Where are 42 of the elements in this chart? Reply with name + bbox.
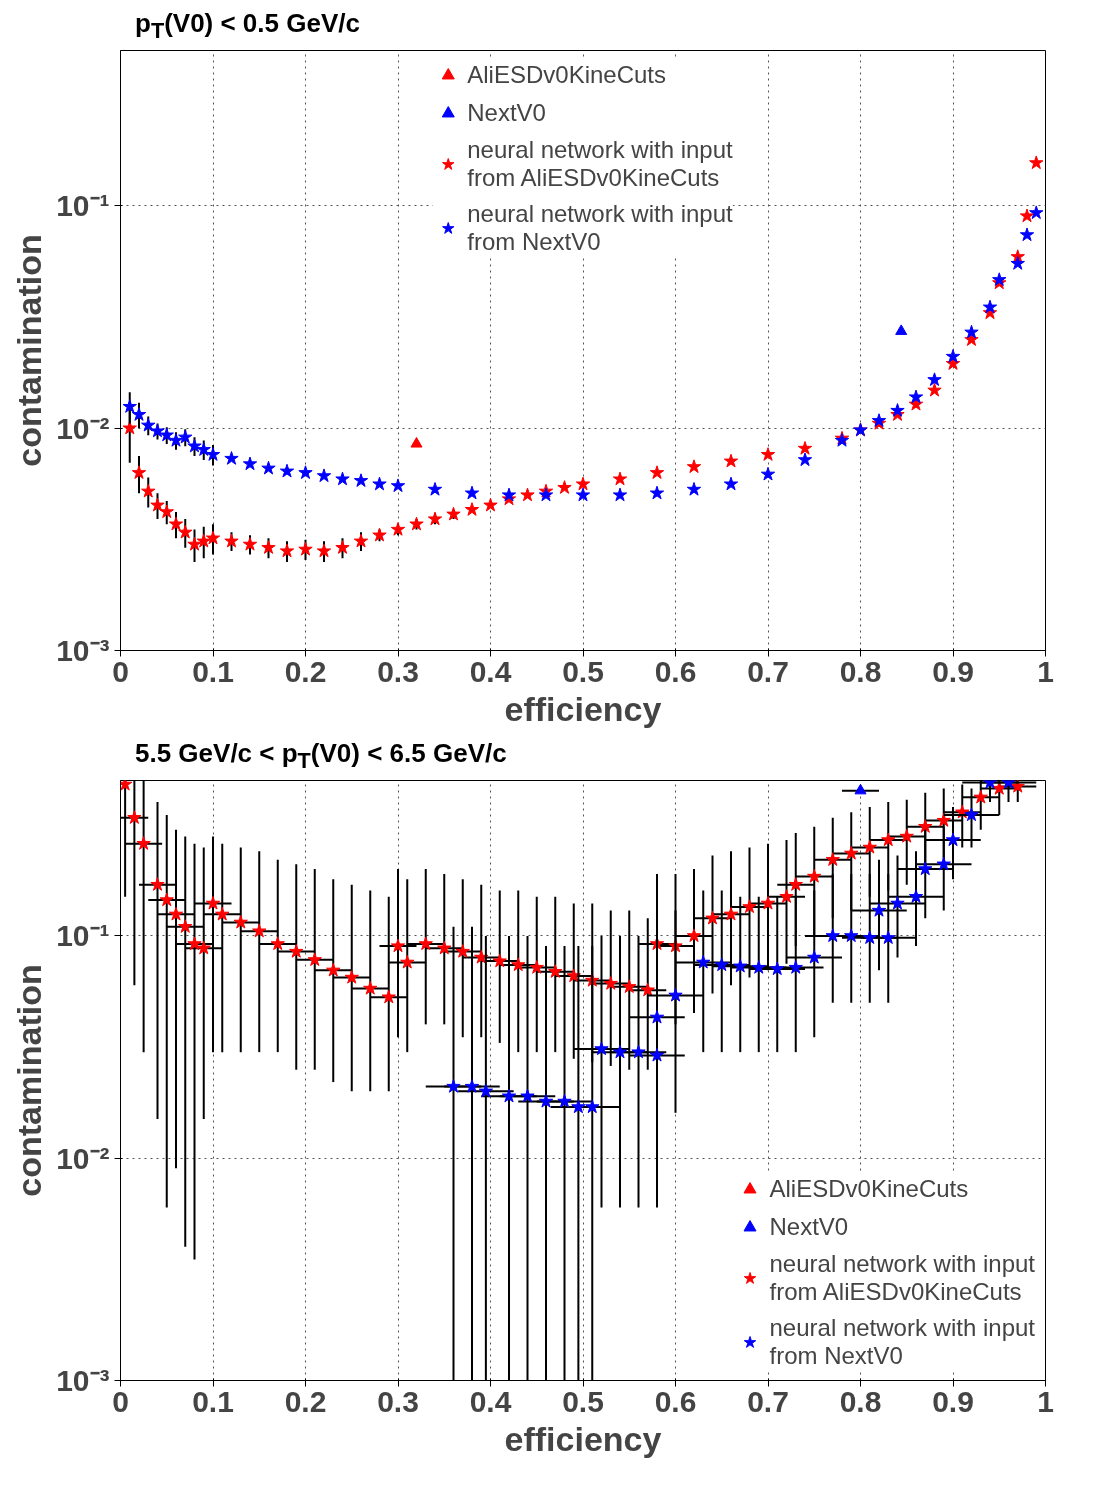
x-tick-label: 0.4 (469, 1384, 512, 1418)
chart-title: 5.5 GeV/c < p$_{T}$(V0) < 6.5 GeV/c (135, 737, 507, 776)
x-tick-label: 0.9 (932, 1384, 974, 1418)
y-axis-title: contamination (10, 234, 49, 467)
x-tick-label: 0.5 (562, 654, 604, 688)
legend-label: neural network with input from NextV0 (467, 200, 733, 256)
x-tick-label: 0.6 (654, 1384, 697, 1418)
y-tick-label: 10⁻¹ (56, 919, 110, 953)
legend-label: NextV0 (467, 99, 546, 127)
y-tick-label: 10⁻² (56, 1141, 110, 1175)
x-tick-label: 1 (1037, 1384, 1054, 1418)
x-tick-label: 1 (1037, 654, 1054, 688)
chart-title: p$_{T}$(V0) < 0.5 GeV/c (135, 7, 360, 46)
x-tick-label: 0 (112, 654, 129, 688)
legend-label: neural network with input from NextV0 (769, 1314, 1035, 1370)
x-tick-label: 0.4 (469, 654, 512, 688)
y-tick-label: 10⁻³ (56, 634, 110, 667)
x-axis-title: efficiency (504, 689, 662, 728)
legend-label: NextV0 (769, 1213, 849, 1241)
x-axis-title: efficiency (504, 1419, 662, 1458)
x-tick-label: 0.7 (747, 1384, 789, 1418)
legend-label: AliESDv0KineCuts (769, 1175, 969, 1203)
x-tick-label: 0.7 (747, 654, 789, 688)
y-tick-label: 10⁻³ (56, 1364, 110, 1397)
x-tick-label: 0.9 (932, 654, 974, 688)
legend-label: neural network with input from AliESDv0KineCuts (467, 136, 733, 192)
x-tick-label: 0.1 (192, 1384, 234, 1418)
x-tick-label: 0.8 (839, 654, 882, 688)
x-tick-label: 0.8 (839, 1384, 882, 1418)
x-tick-label: 0.1 (192, 654, 234, 688)
x-tick-label: 0.6 (654, 654, 697, 688)
y-tick-label: 10⁻¹ (56, 189, 110, 223)
x-tick-label: 0.3 (377, 1384, 419, 1418)
x-tick-label: 0.2 (284, 654, 327, 688)
x-tick-label: 0.3 (377, 654, 419, 688)
x-tick-label: 0.2 (284, 1384, 327, 1418)
y-axis-title: contamination (10, 964, 49, 1197)
x-tick-label: 0.5 (562, 1384, 604, 1418)
legend-label: neural network with input from AliESDv0KineCuts (769, 1250, 1035, 1306)
legend-label: AliESDv0KineCuts (467, 61, 667, 89)
x-tick-label: 0 (112, 1384, 129, 1418)
y-tick-label: 10⁻² (56, 411, 110, 445)
